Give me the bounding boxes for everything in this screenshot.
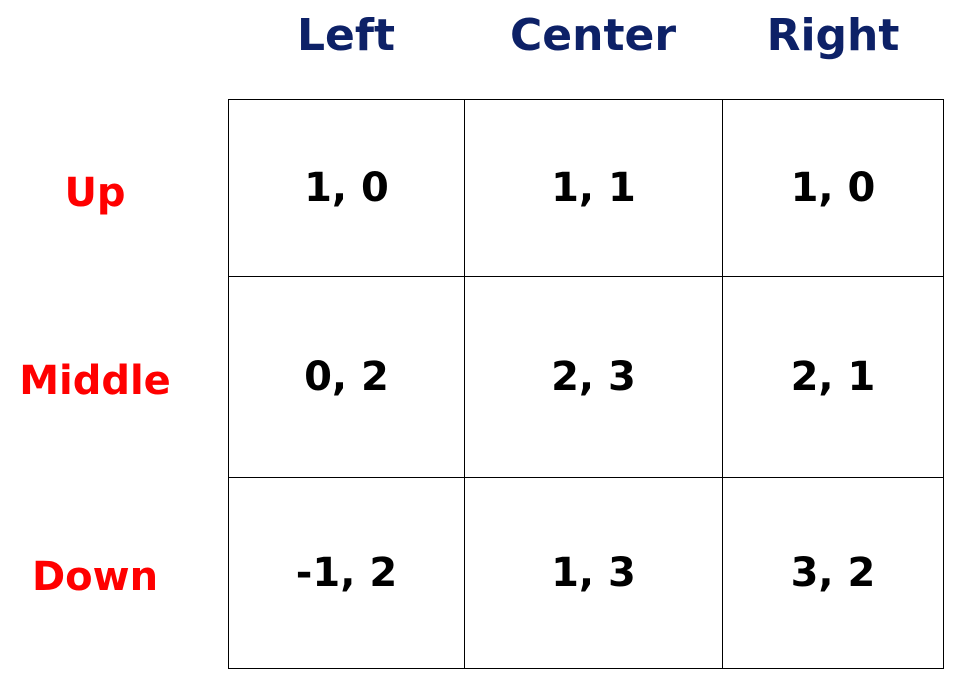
payoff-matrix: 1, 0 1, 1 1, 0 0, 2 2, 3 2, 1 -1, 2 1, 3… bbox=[228, 99, 944, 669]
payoff-cell-middle-right: 2, 1 bbox=[723, 277, 944, 478]
payoff-cell-middle-left: 0, 2 bbox=[229, 277, 465, 478]
row-header-middle: Middle bbox=[19, 358, 171, 404]
column-header-left: Left bbox=[296, 10, 396, 61]
payoff-cell-up-center: 1, 1 bbox=[465, 100, 723, 277]
payoff-cell-down-center: 1, 3 bbox=[465, 478, 723, 669]
row-header-up: Up bbox=[64, 170, 126, 216]
payoff-cell-up-left: 1, 0 bbox=[229, 100, 465, 277]
row-header-down: Down bbox=[31, 554, 159, 600]
column-header-center: Center bbox=[509, 10, 677, 61]
payoff-cell-down-left: -1, 2 bbox=[229, 478, 465, 669]
payoff-cell-down-right: 3, 2 bbox=[723, 478, 944, 669]
payoff-cell-middle-center: 2, 3 bbox=[465, 277, 723, 478]
column-header-right: Right bbox=[766, 10, 900, 61]
payoff-cell-up-right: 1, 0 bbox=[723, 100, 944, 277]
